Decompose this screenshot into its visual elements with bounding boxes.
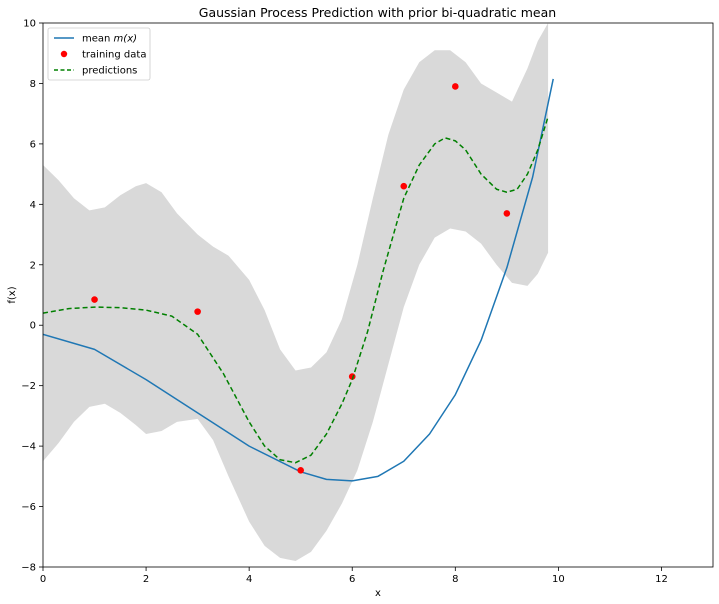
x-tick-label: 12 [655,574,668,585]
predictions-line [43,116,549,464]
training-point [194,308,201,315]
y-tick-label: −6 [21,502,36,513]
chart-title: Gaussian Process Prediction with prior b… [199,5,556,20]
band-layer [43,23,549,561]
y-tick-label: 2 [30,260,36,271]
y-tick-label: −4 [21,442,36,453]
y-tick-label: 10 [23,19,36,30]
x-axis-label: x [375,588,381,599]
y-tick-label: 0 [30,321,36,332]
legend: mean m(x) training data predictions [47,27,151,81]
legend-swatch-training [60,50,68,58]
x-tick-label: 4 [246,574,252,585]
x-tick-label: 6 [349,574,355,585]
series-layer [43,78,554,482]
x-tick-label: 0 [40,574,46,585]
legend-box [47,27,151,81]
y-tick-label: 4 [30,200,36,211]
training-point [91,296,98,303]
confidence-band [43,23,549,561]
x-tick-label: 8 [452,574,458,585]
training-point [452,83,459,90]
y-tick-label: 6 [30,139,36,150]
y-axis-label: f(x) [7,286,18,303]
legend-label-predictions: predictions [82,66,137,77]
y-tick-label: −8 [21,563,36,574]
training-point [503,210,511,217]
x-tick-label: 2 [143,574,149,585]
training-point [297,466,304,474]
training-point [400,182,408,190]
plot-frame [42,22,714,568]
legend-label-mean: mean m(x) [82,34,137,45]
x-axis: 0 2 4 6 8 10 12 [40,567,668,585]
y-axis: −8 −6 −4 −2 0 2 4 6 8 10 [21,19,43,574]
training-point [348,373,356,380]
legend-label-training: training data [82,50,146,61]
x-tick-label: 10 [552,574,565,585]
mean-line [43,78,554,482]
y-tick-label: 8 [30,79,36,90]
y-tick-label: −2 [21,381,36,392]
